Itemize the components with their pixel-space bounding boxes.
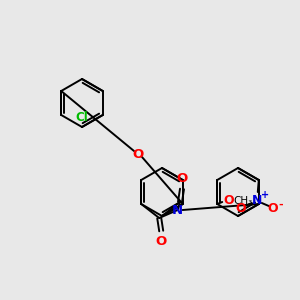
- Text: O: O: [176, 172, 188, 185]
- Text: N: N: [252, 194, 262, 206]
- Text: CH₃: CH₃: [233, 196, 253, 206]
- Text: O: O: [268, 202, 278, 214]
- Text: O: O: [223, 194, 234, 208]
- Text: N: N: [172, 203, 183, 217]
- Text: O: O: [132, 148, 144, 160]
- Text: O: O: [156, 235, 167, 248]
- Text: Cl: Cl: [76, 111, 88, 124]
- Text: O: O: [236, 202, 246, 214]
- Text: +: +: [261, 190, 269, 200]
- Text: -: -: [279, 200, 283, 210]
